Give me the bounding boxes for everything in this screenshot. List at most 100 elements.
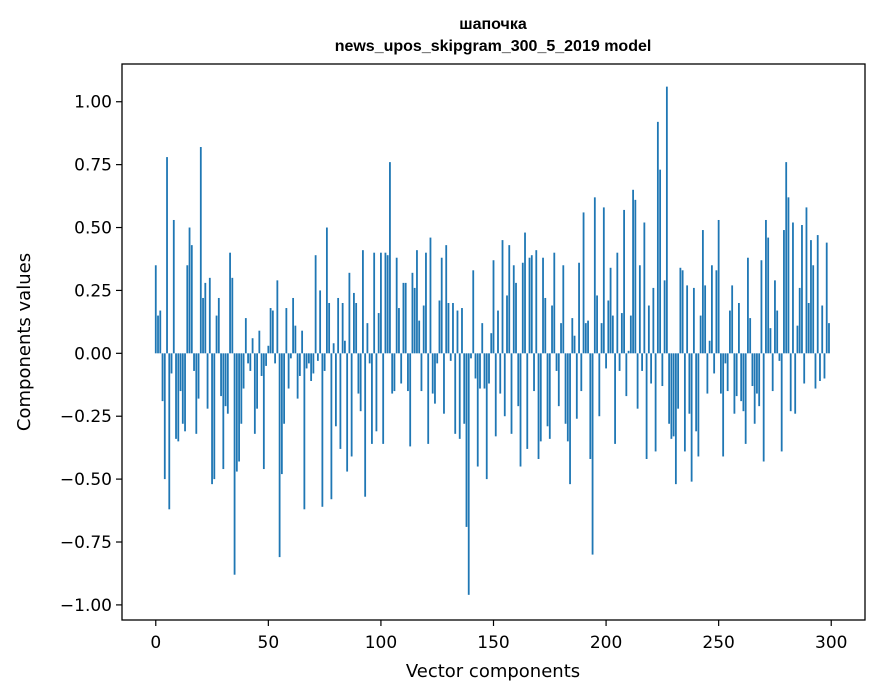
bar — [154, 265, 157, 354]
bar — [400, 353, 403, 384]
bar — [503, 353, 506, 417]
bar — [632, 189, 634, 354]
bar — [785, 162, 788, 354]
bar — [566, 353, 569, 442]
bar — [339, 353, 342, 449]
bar — [722, 353, 725, 457]
x-axis-label: Vector components — [406, 661, 580, 682]
bar — [375, 353, 378, 432]
bar — [177, 353, 180, 442]
bar — [742, 353, 745, 412]
bar — [551, 305, 553, 354]
bar — [449, 353, 452, 361]
bar — [762, 353, 765, 462]
bar — [353, 292, 355, 354]
bar — [641, 353, 643, 371]
bar — [193, 353, 195, 371]
bar — [310, 353, 313, 381]
bar — [427, 353, 430, 444]
bar — [366, 323, 369, 354]
bar — [688, 353, 691, 414]
bar — [463, 353, 466, 424]
x-tick-label: 0 — [150, 633, 161, 653]
bar — [251, 338, 254, 354]
bar — [416, 250, 418, 354]
bar — [823, 353, 826, 379]
bar — [280, 353, 283, 475]
bar — [274, 353, 276, 364]
bar — [438, 300, 441, 354]
bar — [828, 323, 830, 354]
bar — [611, 315, 614, 354]
bar — [731, 285, 734, 354]
bar — [157, 315, 159, 354]
y-tick-label: −1.00 — [60, 596, 112, 616]
bar — [490, 333, 493, 354]
bar — [825, 242, 828, 354]
bar — [168, 353, 171, 510]
bar — [647, 305, 650, 354]
bar — [287, 353, 290, 389]
bar — [402, 282, 405, 354]
bar — [321, 353, 324, 507]
bar — [690, 353, 693, 482]
bar — [465, 353, 468, 527]
bar — [344, 340, 346, 354]
bar — [355, 303, 358, 354]
bar — [161, 353, 164, 402]
y-tick-label: 0.50 — [74, 219, 112, 239]
bar — [679, 267, 682, 354]
bar — [533, 353, 535, 392]
bar — [654, 353, 657, 452]
bar — [573, 335, 576, 354]
bar — [821, 305, 824, 354]
bar — [638, 265, 641, 354]
bar — [256, 353, 258, 409]
bar — [267, 345, 270, 354]
y-tick-label: 0.00 — [74, 344, 112, 364]
bar — [411, 272, 414, 354]
bar — [530, 255, 533, 354]
bar — [418, 320, 421, 354]
y-tick-label: −0.50 — [60, 470, 112, 490]
bar — [476, 353, 479, 467]
bar — [794, 353, 797, 414]
bar — [708, 340, 711, 354]
bar — [704, 285, 707, 354]
bar — [184, 353, 186, 432]
bar — [213, 353, 216, 480]
bar — [195, 353, 198, 434]
bar — [445, 245, 448, 354]
bar — [206, 353, 209, 409]
bar — [557, 353, 560, 407]
bar — [783, 230, 785, 354]
bar — [312, 353, 315, 374]
bar — [578, 262, 580, 354]
bar — [758, 353, 761, 407]
bar — [186, 265, 189, 354]
bar — [506, 295, 508, 354]
bar — [575, 353, 578, 419]
bar — [634, 199, 637, 354]
bar — [395, 257, 398, 354]
bar — [249, 353, 252, 371]
bar — [645, 353, 648, 459]
bar — [240, 353, 243, 424]
bar — [226, 353, 229, 414]
bar — [542, 257, 544, 354]
bar — [409, 353, 412, 447]
bar — [715, 270, 718, 354]
bar — [609, 267, 612, 354]
bar — [334, 353, 337, 427]
bar — [717, 219, 720, 354]
bar — [436, 353, 439, 364]
bar — [458, 353, 461, 439]
bar — [537, 353, 540, 459]
bar — [515, 282, 517, 354]
bars-group — [154, 86, 830, 595]
bar — [497, 310, 499, 354]
bar — [555, 353, 558, 371]
bar — [420, 353, 423, 392]
bar — [618, 353, 621, 371]
bar — [440, 257, 443, 354]
